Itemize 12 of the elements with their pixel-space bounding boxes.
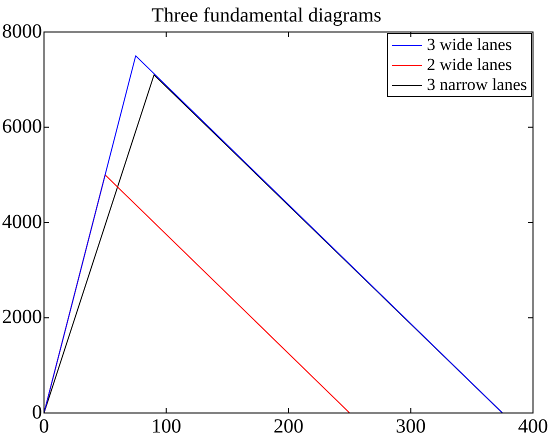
legend-label: 3 narrow lanes [426, 75, 527, 95]
y-tick-label: 2000 [2, 306, 42, 328]
legend-label: 2 wide lanes [426, 55, 512, 75]
legend-label: 3 wide lanes [426, 35, 512, 55]
chart-title: Three fundamental diagrams [152, 4, 382, 26]
x-tick-label: 100 [151, 415, 182, 438]
y-tick-label: 6000 [2, 116, 42, 138]
y-tick-label: 4000 [2, 210, 42, 233]
y-tick-label: 8000 [2, 20, 42, 42]
x-tick-label: 400 [518, 415, 548, 438]
x-tick-label: 200 [274, 415, 304, 438]
x-tick-label: 300 [396, 415, 426, 438]
